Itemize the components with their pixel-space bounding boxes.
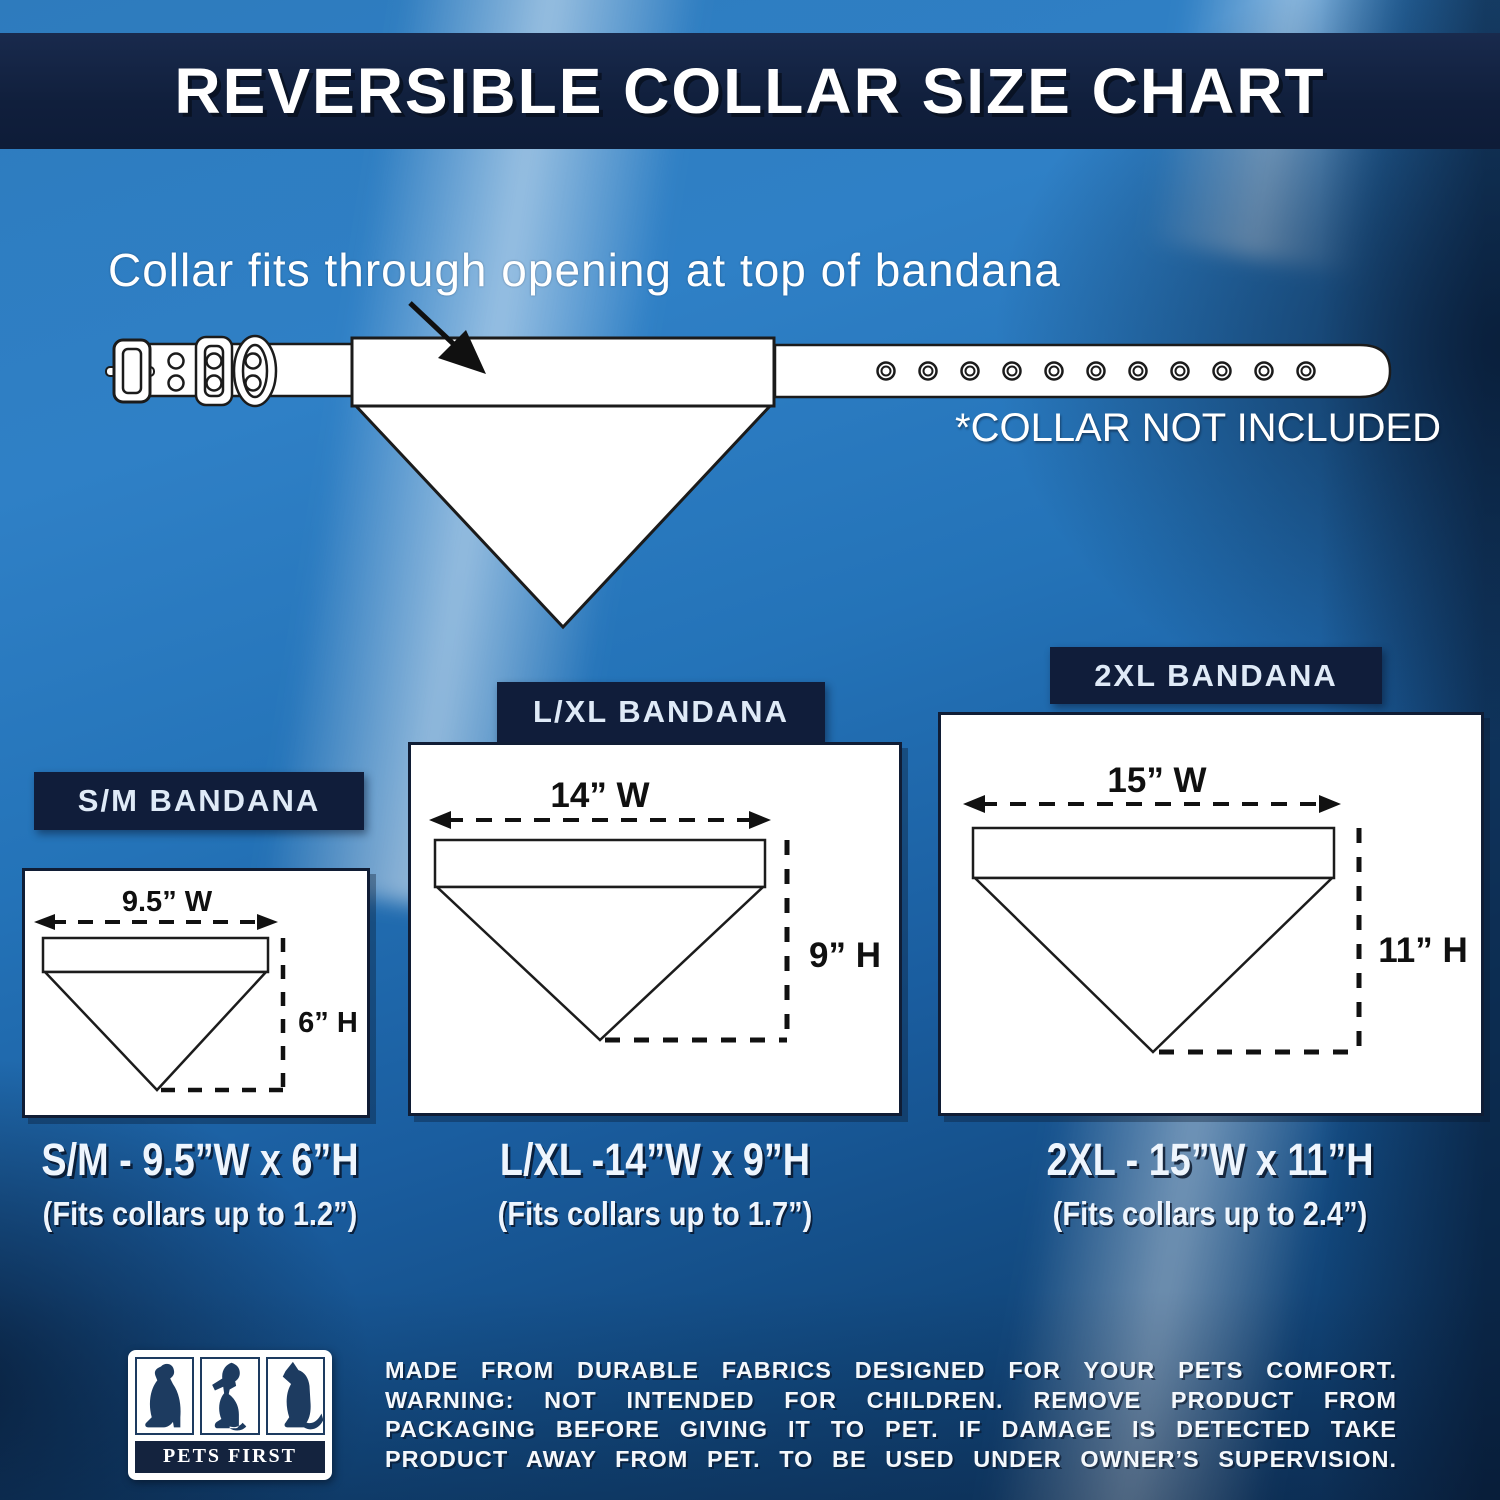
collar-strap-right: [773, 343, 1392, 399]
title-band: REVERSIBLE COLLAR SIZE CHART: [0, 33, 1500, 149]
bandana-sleeve: [350, 336, 776, 408]
width-arrow: [963, 795, 1341, 813]
height-dimension-label: 11” H: [1378, 931, 1468, 970]
collar-keeper: [194, 335, 234, 407]
logo-panel: [265, 1357, 325, 1435]
warning-line: PRODUCT AWAY FROM PET. TO BE USED UNDER …: [385, 1445, 1397, 1472]
size-caption-lxl: L/XL -14”W x 9”H (Fits collars up to 1.7…: [420, 1134, 890, 1233]
diagram-band: [41, 936, 270, 974]
size-label-lxl: L/XL BANDANA: [497, 682, 825, 742]
pets-first-logo: PETS FIRST: [128, 1350, 332, 1480]
sitting-dog-icon: [145, 1363, 181, 1428]
diagram-triangle: [42, 970, 269, 1092]
logo-panel: [135, 1357, 195, 1435]
fits-line: (Fits collars up to 1.7”): [497, 1195, 813, 1232]
width-dimension-label: 9.5” W: [122, 886, 213, 918]
height-dimension-label: 9” H: [809, 936, 881, 975]
diagram-box-2xl: 15” W 11” H: [938, 712, 1484, 1116]
pointer-arrow: [408, 301, 486, 374]
begging-dog-icon: [212, 1362, 247, 1431]
bandana-triangle: [352, 404, 774, 630]
width-arrow: [34, 914, 278, 930]
size-line: 2XL - 15”W x 11”H: [1046, 1134, 1374, 1185]
fits-line: (Fits collars up to 1.2”): [42, 1195, 358, 1232]
diagram-box-lxl: 14” W 9” H: [408, 742, 902, 1116]
size-label-2xl-text: 2XL BANDANA: [1094, 657, 1338, 693]
logo-wordmark: PETS FIRST: [135, 1441, 325, 1473]
diagram-box-sm: 9.5” W 6” H: [22, 868, 370, 1118]
bandana-diagram-2xl: 15” W 11” H: [963, 761, 1468, 1055]
page-title: REVERSIBLE COLLAR SIZE CHART: [174, 55, 1326, 127]
warning-line: MADE FROM DURABLE FABRICS DESIGNED FOR Y…: [385, 1357, 1397, 1383]
collar-note: *COLLAR NOT INCLUDED: [955, 406, 1442, 450]
diagram-band: [971, 826, 1336, 880]
size-caption-sm: S/M - 9.5”W x 6”H (Fits collars up to 1.…: [5, 1134, 395, 1233]
hero-caption: Collar fits through opening at top of ba…: [108, 244, 1061, 296]
size-caption-2xl: 2XL - 15”W x 11”H (Fits collars up to 2.…: [975, 1134, 1445, 1233]
collar-strap-left: [138, 342, 358, 398]
size-label-sm-text: S/M BANDANA: [77, 783, 321, 818]
width-dimension-label: 14” W: [550, 776, 649, 815]
diagram-triangle: [433, 885, 767, 1042]
warning-line: WARNING: NOT INTENDED FOR CHILDREN. REMO…: [385, 1386, 1397, 1413]
diagram-band: [433, 838, 767, 889]
logo-dog-panels: [135, 1357, 325, 1435]
height-dimension-label: 6” H: [298, 1007, 358, 1039]
diagram-triangle: [971, 876, 1336, 1054]
bandana-diagram-lxl: 14” W 9” H: [429, 776, 881, 1043]
fits-line: (Fits collars up to 2.4”): [1052, 1195, 1368, 1232]
size-label-2xl: 2XL BANDANA: [1050, 647, 1382, 704]
width-dimension-label: 15” W: [1107, 761, 1206, 800]
width-arrow: [429, 811, 771, 829]
collar-dring: [232, 334, 278, 408]
warning-text: MADE FROM DURABLE FABRICS DESIGNED FOR Y…: [385, 1356, 1397, 1474]
shepherd-dog-icon: [282, 1361, 323, 1430]
collar-eyelets: [876, 361, 1316, 381]
logo-panel: [200, 1357, 260, 1435]
size-label-lxl-text: L/XL BANDANA: [533, 694, 789, 729]
size-line: L/XL -14”W x 9”H: [499, 1134, 811, 1185]
bandana-diagram-sm: 9.5” W 6” H: [34, 886, 358, 1093]
size-line: S/M - 9.5”W x 6”H: [41, 1134, 359, 1185]
collar-buckle: [105, 334, 278, 408]
size-label-sm: S/M BANDANA: [34, 772, 364, 830]
warning-line: PACKAGING BEFORE GIVING IT TO PET. IF DA…: [385, 1416, 1397, 1442]
